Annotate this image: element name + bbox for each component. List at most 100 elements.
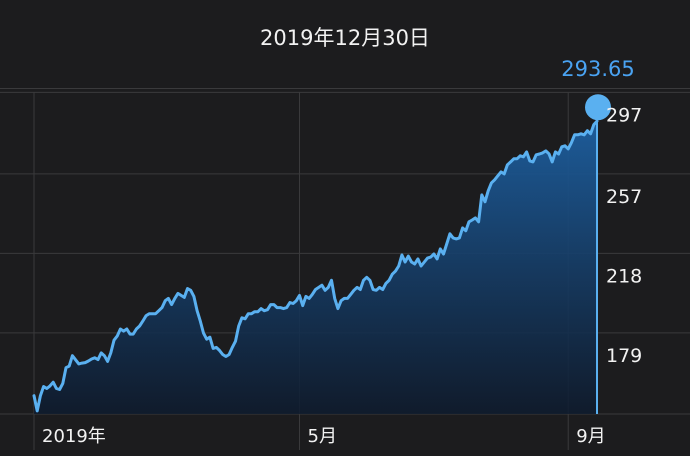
data-point	[263, 310, 265, 312]
data-point	[353, 289, 355, 291]
data-point	[91, 358, 93, 360]
data-point	[283, 308, 285, 310]
selection-cursor-dot[interactable]	[585, 94, 611, 121]
data-point	[145, 315, 147, 317]
data-point	[343, 297, 345, 299]
data-point	[529, 160, 531, 162]
data-point	[257, 311, 259, 313]
data-point	[593, 124, 595, 126]
data-point	[100, 352, 102, 354]
data-point	[135, 328, 137, 330]
data-point	[164, 300, 166, 302]
data-point	[286, 307, 288, 309]
data-point	[391, 273, 393, 275]
data-point	[295, 300, 297, 302]
data-point	[65, 367, 67, 369]
data-point	[206, 338, 208, 340]
data-point	[462, 227, 464, 229]
data-point	[487, 190, 489, 192]
data-point	[39, 395, 41, 397]
data-point	[190, 289, 192, 291]
data-point	[426, 257, 428, 259]
data-point	[231, 346, 233, 348]
data-point	[538, 153, 540, 155]
data-point	[590, 133, 592, 135]
data-point	[260, 308, 262, 310]
data-point	[359, 288, 361, 290]
data-point	[430, 256, 432, 258]
price-line	[32, 119, 599, 413]
x-tick-label: 9月	[576, 426, 605, 447]
data-point	[494, 179, 496, 181]
data-point	[46, 388, 48, 390]
data-point	[116, 335, 118, 337]
data-point	[151, 313, 153, 315]
data-point	[132, 333, 134, 335]
data-point	[203, 332, 205, 334]
data-point	[193, 295, 195, 297]
data-point	[177, 292, 179, 294]
selected-price-label: 293.65	[561, 57, 635, 81]
data-point	[513, 158, 515, 160]
data-point	[532, 161, 534, 163]
data-point	[273, 304, 275, 306]
data-point	[142, 320, 144, 322]
data-point	[558, 153, 560, 155]
data-point	[158, 310, 160, 312]
data-point	[270, 304, 272, 306]
data-point	[497, 175, 499, 177]
data-point	[519, 155, 521, 157]
data-point	[506, 164, 508, 166]
data-point	[36, 410, 38, 412]
data-point	[330, 279, 332, 281]
data-point	[302, 305, 304, 307]
data-point	[78, 363, 80, 365]
data-point	[171, 304, 173, 306]
data-point	[215, 346, 217, 348]
data-point	[113, 339, 115, 341]
data-point	[103, 355, 105, 357]
price-area-fill	[34, 121, 597, 414]
data-point	[465, 230, 467, 232]
data-point	[503, 173, 505, 175]
data-point	[311, 293, 313, 295]
data-point	[238, 325, 240, 327]
data-point	[366, 276, 368, 278]
data-point	[526, 151, 528, 153]
data-point	[81, 362, 83, 364]
data-point	[362, 279, 364, 281]
data-point	[436, 258, 438, 260]
data-point	[52, 381, 54, 383]
data-point	[410, 261, 412, 263]
data-point	[305, 295, 307, 297]
data-point	[187, 287, 189, 289]
data-point	[356, 286, 358, 288]
data-point	[251, 313, 253, 315]
data-point	[267, 309, 269, 311]
header-divider	[0, 88, 690, 89]
data-point	[417, 258, 419, 260]
data-point	[455, 238, 457, 240]
y-tick-label: 179	[606, 345, 642, 367]
data-point	[318, 286, 320, 288]
data-point	[308, 297, 310, 299]
data-point	[490, 182, 492, 184]
data-point	[516, 158, 518, 160]
data-point	[542, 152, 544, 154]
data-point	[346, 297, 348, 299]
data-point	[321, 284, 323, 286]
data-point	[49, 385, 51, 387]
data-point	[580, 133, 582, 135]
data-point	[452, 237, 454, 239]
data-point	[394, 270, 396, 272]
data-point	[423, 261, 425, 263]
data-point	[126, 328, 128, 330]
data-point	[401, 254, 403, 256]
data-point	[350, 293, 352, 295]
data-point	[398, 265, 400, 267]
y-tick-label: 257	[606, 186, 642, 208]
data-point	[129, 333, 131, 335]
data-point	[87, 360, 89, 362]
data-point	[174, 297, 176, 299]
